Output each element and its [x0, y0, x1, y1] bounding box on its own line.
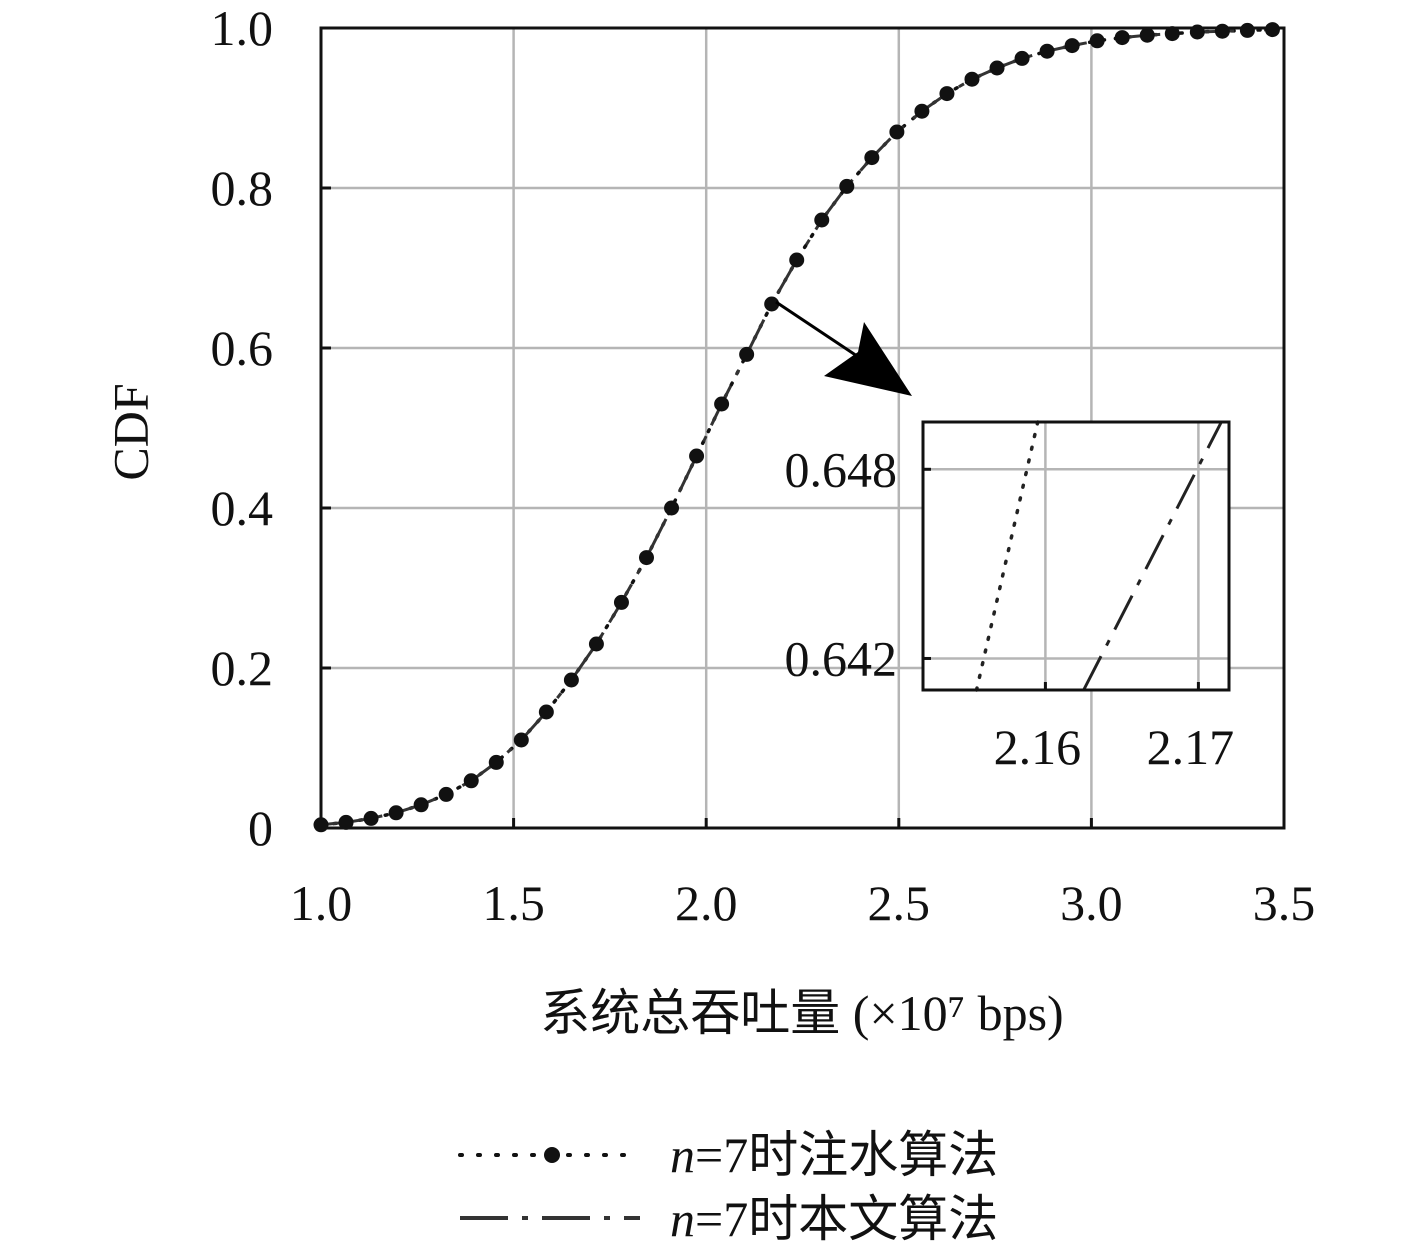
- series-marker-point: [739, 346, 755, 362]
- inset-series: [974, 420, 1223, 692]
- legend-label-proposed-rest: =7时本文算法: [695, 1191, 998, 1247]
- y-axis-label: CDF: [102, 383, 158, 480]
- series-marker-point: [989, 60, 1005, 76]
- series-marker-point: [363, 810, 379, 826]
- inset-ticks: 2.16 2.17 0.642 0.648: [785, 441, 1235, 775]
- series-marker-point: [413, 797, 429, 813]
- series-marker-point: [1214, 23, 1230, 39]
- series-marker-point: [939, 86, 955, 102]
- x-tick-label: 2.5: [868, 875, 931, 931]
- y-tick-label: 0: [248, 800, 273, 856]
- series-marker-point: [1264, 22, 1280, 38]
- legend-marker-waterfilling: [544, 1147, 560, 1163]
- series-marker-point: [1164, 26, 1180, 42]
- x-tick-label: 1.0: [290, 875, 353, 931]
- series-marker-point: [764, 296, 780, 312]
- x-tick-label: 3.5: [1253, 875, 1316, 931]
- plot-frame: [319, 26, 1286, 830]
- inset-x-tick-label: 2.16: [994, 719, 1082, 775]
- series-marker-point: [964, 71, 980, 87]
- series-marker-point: [338, 814, 354, 830]
- zoom-arrow: [775, 300, 912, 396]
- y-tick-label: 0.4: [211, 480, 274, 536]
- main-series: [313, 22, 1280, 833]
- svg-text:n=7时本文算法: n=7时本文算法: [670, 1191, 998, 1247]
- series-marker-point: [513, 732, 529, 748]
- series-marker-point: [588, 636, 604, 652]
- series-marker-point: [1064, 38, 1080, 54]
- x-tick-label: 3.0: [1060, 875, 1123, 931]
- series-marker-point: [664, 500, 680, 516]
- series-marker-point: [864, 150, 880, 166]
- series-marker-point: [463, 773, 479, 789]
- y-tick-label: 0.8: [211, 160, 274, 216]
- series-marker-point: [839, 178, 855, 194]
- inset-y-tick-label: 0.648: [785, 441, 898, 497]
- inset-x-tick-label: 2.17: [1147, 719, 1235, 775]
- series-marker-point: [638, 550, 654, 566]
- series-marker-point: [789, 252, 805, 268]
- inset-y-tick-label: 0.642: [785, 630, 898, 686]
- x-tick-label: 1.5: [482, 875, 545, 931]
- legend-label-proposed-n: n: [670, 1191, 695, 1247]
- series-marker-point: [1114, 30, 1130, 46]
- legend-label-waterfilling-rest: =7时注水算法: [695, 1127, 998, 1183]
- y-tick-label: 0.2: [211, 640, 274, 696]
- x-tick-label: 2.0: [675, 875, 738, 931]
- series-marker-point: [438, 786, 454, 802]
- series-marker-point: [613, 594, 629, 610]
- series-marker-point: [488, 754, 504, 770]
- series-marker-point: [889, 124, 905, 140]
- inset-background: [923, 422, 1229, 690]
- series-marker-point: [1139, 27, 1155, 43]
- series-marker-point: [1239, 22, 1255, 38]
- inset-grid: [923, 422, 1229, 690]
- series-marker-point: [1039, 43, 1055, 59]
- inset-frame: [921, 420, 1231, 692]
- x-axis-label: 系统总吞吐量 (×10⁷ bps): [540, 985, 1063, 1041]
- series-marker-point: [563, 672, 579, 688]
- series-marker-point: [714, 396, 730, 412]
- main-ticks: 1.0 1.5 2.0 2.5 3.0 3.5 0 0.2 0.4 0.6 0.8 1.0: [211, 0, 1316, 931]
- series-marker-point: [689, 448, 705, 464]
- inset-series-line-1: [1082, 421, 1223, 691]
- svg-text:n=7时注水算法: n=7时注水算法: [670, 1127, 998, 1183]
- inset-zoom: 2.16 2.17 0.642 0.648: [785, 420, 1235, 775]
- series-marker-point: [914, 103, 930, 119]
- series-marker-point: [388, 805, 404, 821]
- legend-item-waterfilling: n=7时注水算法: [458, 1127, 998, 1183]
- legend-label-waterfilling-n: n: [670, 1127, 695, 1183]
- series-marker-point: [814, 212, 830, 228]
- y-tick-label: 0.6: [211, 320, 274, 376]
- series-marker-point: [538, 704, 554, 720]
- series-marker-point: [1014, 50, 1030, 66]
- y-tick-label: 1.0: [211, 0, 274, 56]
- legend-item-proposed: n=7时本文算法: [460, 1191, 998, 1247]
- series-marker-point: [1089, 33, 1105, 49]
- legend: n=7时注水算法 n=7时本文算法: [458, 1127, 998, 1247]
